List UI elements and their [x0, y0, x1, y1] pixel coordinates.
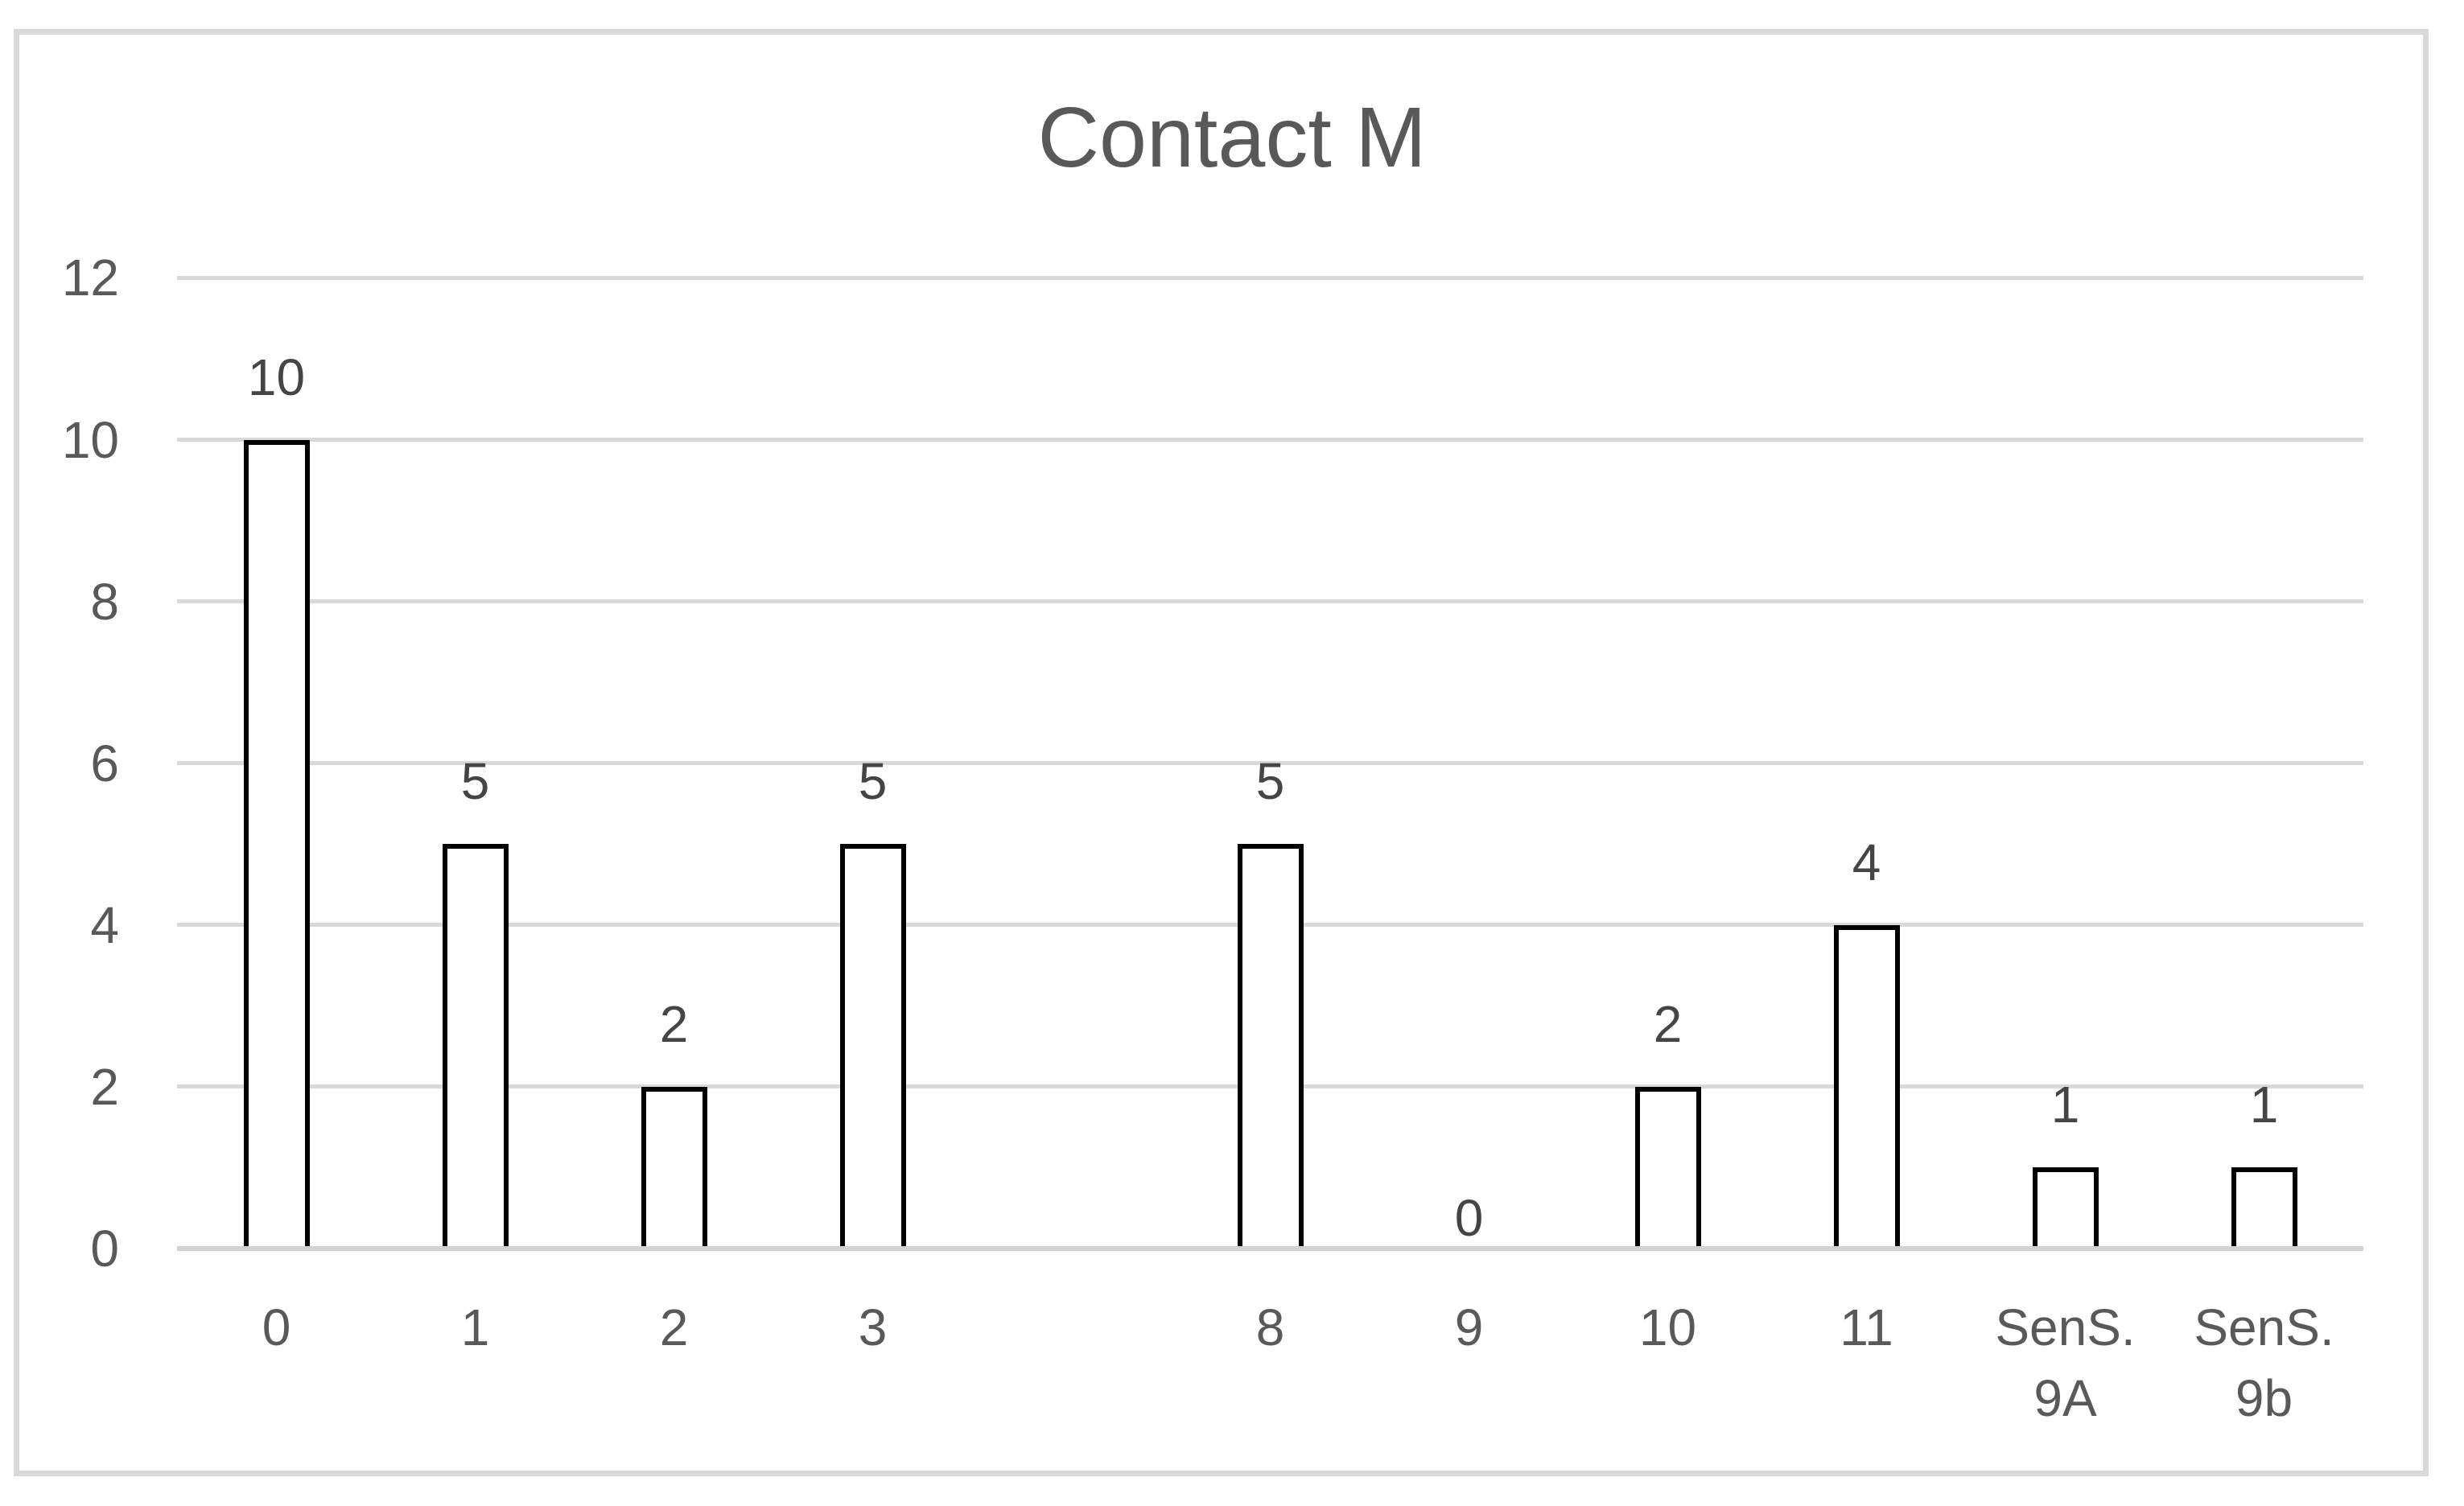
- y-axis-tick-label: 4: [90, 895, 119, 954]
- gridline: [177, 275, 2363, 280]
- bar-value-label: 10: [247, 348, 306, 406]
- x-axis-tick-label: SenS. 9A: [1995, 1298, 2136, 1427]
- y-axis-tick-label: 12: [61, 249, 119, 307]
- bar: [2032, 1167, 2099, 1249]
- bar-value-label: 0: [1454, 1189, 1484, 1247]
- bar-value-label: 5: [1255, 752, 1285, 811]
- gridline: [177, 761, 2363, 766]
- x-axis-tick-label: 11: [1840, 1298, 1893, 1356]
- y-axis-tick-label: 2: [90, 1057, 119, 1116]
- y-axis-tick-label: 0: [90, 1220, 119, 1278]
- x-axis-tick-label: 1: [460, 1298, 490, 1356]
- bar: [1634, 1086, 1701, 1249]
- bar-value-label: 1: [2050, 1076, 2080, 1134]
- bar: [839, 844, 906, 1249]
- x-axis-tick-label: SenS. 9b: [2194, 1298, 2334, 1427]
- bar: [2231, 1167, 2297, 1249]
- x-axis-tick-label: 0: [262, 1298, 291, 1356]
- y-axis-tick-label: 8: [90, 572, 119, 631]
- bar-value-label: 5: [460, 752, 490, 811]
- x-axis-line: [177, 1246, 2363, 1251]
- x-axis-tick-label: 9: [1454, 1298, 1484, 1356]
- gridline: [177, 599, 2363, 604]
- bar-value-label: 2: [1653, 994, 1683, 1053]
- bar-value-label: 1: [2249, 1076, 2279, 1134]
- bar: [641, 1086, 707, 1249]
- bar-value-label: 2: [659, 994, 689, 1053]
- bar-value-label: 4: [1852, 833, 1881, 891]
- bar-value-label: 5: [858, 752, 888, 811]
- x-axis-tick-label: 10: [1638, 1298, 1697, 1356]
- x-axis-tick-label: 8: [1255, 1298, 1285, 1356]
- chart-frame: [14, 29, 2429, 1476]
- chart-title: Contact M: [1037, 90, 1427, 185]
- gridline: [177, 438, 2363, 442]
- y-axis-tick-label: 6: [90, 734, 119, 792]
- x-axis-tick-label: 2: [659, 1298, 689, 1356]
- bar: [1237, 844, 1304, 1249]
- bar: [1833, 924, 1900, 1249]
- bar: [442, 844, 509, 1249]
- x-axis-tick-label: 3: [858, 1298, 888, 1356]
- y-axis-tick-label: 10: [61, 410, 119, 469]
- bar: [243, 439, 310, 1249]
